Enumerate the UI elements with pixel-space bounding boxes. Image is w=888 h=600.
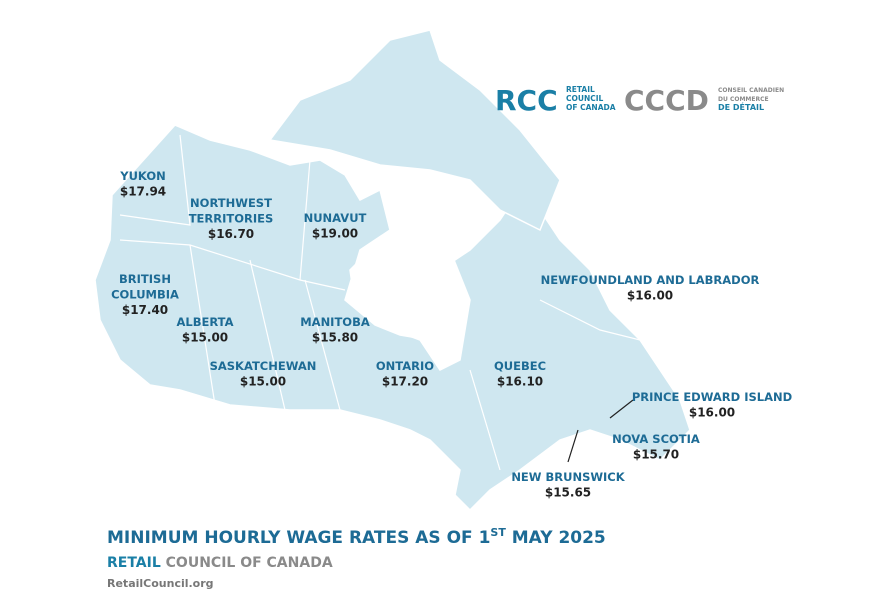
website: RetailCouncil.org <box>107 577 214 590</box>
region-labels: YUKON $17.94 NORTHWEST TERRITORIES$16.70 NUN… <box>111 169 792 500</box>
region-name: SASKATCHEWAN <box>210 359 317 373</box>
region-name: COLUMBIA <box>111 288 179 302</box>
rcc-logo: RCC <box>495 84 558 117</box>
region-name: NOVA SCOTIA <box>612 432 700 446</box>
title-rest: MAY 2025 <box>506 528 606 548</box>
region-name: YUKON <box>119 169 165 183</box>
title: MINIMUM HOURLY WAGE RATES AS OF 1ST MAY … <box>107 526 606 548</box>
leaders <box>567 399 634 463</box>
region-wage: $17.94 <box>120 185 166 199</box>
brand-rest: COUNCIL OF CANADA <box>161 555 333 571</box>
region-wage: $16.70 <box>208 227 254 241</box>
region-name: NUNAVUT <box>304 211 367 225</box>
rcc-line: RETAIL <box>566 85 595 94</box>
pei-leader <box>609 399 634 419</box>
region-name: QUEBEC <box>494 359 546 373</box>
region-name: NEW BRUNSWICK <box>511 470 625 484</box>
region-wage: $17.20 <box>382 375 428 389</box>
region-name: MANITOBA <box>300 315 370 329</box>
region-wage: $17.40 <box>122 303 168 317</box>
region-wage: $15.80 <box>312 331 358 345</box>
logo: RCC RETAIL COUNCIL OF CANADA CCCD CONSEI… <box>495 84 784 117</box>
footer-brand: RETAIL COUNCIL OF CANADA <box>107 555 333 571</box>
nb-leader <box>567 429 579 463</box>
region-name: TERRITORIES <box>189 212 274 226</box>
region-name: NEWFOUNDLAND AND LABRADOR <box>541 273 760 287</box>
region-wage: $15.00 <box>182 331 228 345</box>
rcc-line: COUNCIL <box>566 94 604 103</box>
region-wage: $15.70 <box>633 448 679 462</box>
region-wage: $16.00 <box>627 289 673 303</box>
map <box>94 29 691 512</box>
hudson-bay <box>349 234 471 371</box>
cccd-logo: CCCD <box>624 84 709 117</box>
region-wage: $16.00 <box>689 406 735 420</box>
region-name: BRITISH <box>119 272 171 286</box>
borders <box>119 134 641 471</box>
region-name: NORTHWEST <box>190 196 272 210</box>
title-main: MINIMUM HOURLY WAGE RATES AS OF 1 <box>107 528 490 548</box>
brand-strong: RETAIL <box>107 555 161 571</box>
cccd-line: CONSEIL CANADIEN <box>718 87 784 94</box>
cccd-line: DE DÉTAIL <box>718 101 764 112</box>
region-wage: $19.00 <box>312 227 358 241</box>
region-wage: $15.65 <box>545 486 591 500</box>
region-name: PRINCE EDWARD ISLAND <box>632 390 792 404</box>
region-name: ONTARIO <box>376 359 434 373</box>
region-wage: $16.10 <box>497 375 543 389</box>
rcc-line: OF CANADA <box>566 103 616 112</box>
region-wage: $15.00 <box>240 375 286 389</box>
arctic-islands <box>268 29 561 232</box>
region-name: ALBERTA <box>176 315 233 329</box>
cccd-line: DU COMMERCE <box>718 96 769 103</box>
title-superscript: ST <box>490 526 506 539</box>
